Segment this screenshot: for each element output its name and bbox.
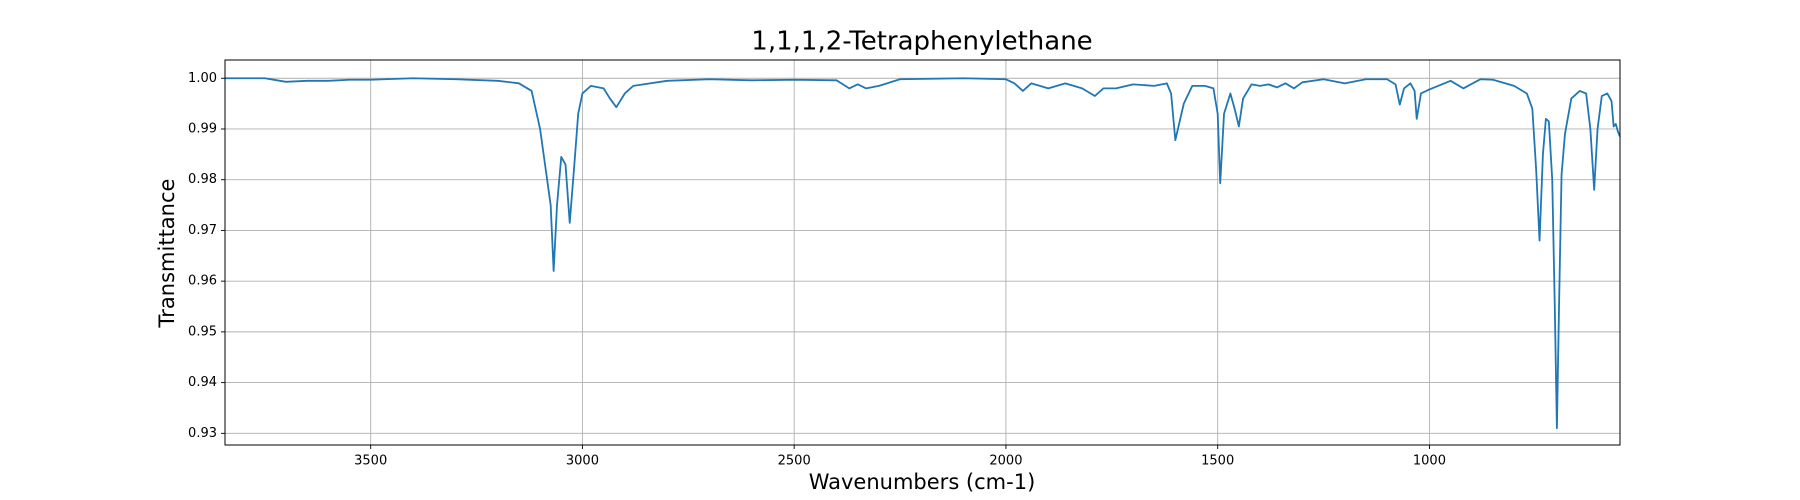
y-tick-label: 0.95 [188, 324, 217, 339]
x-tick-label: 2000 [989, 454, 1022, 469]
spectrum-line [225, 77, 1621, 430]
y-tick-label: 1.00 [188, 71, 217, 86]
plot-frame [224, 59, 1621, 446]
y-tick-label: 0.96 [188, 274, 217, 289]
y-axis-label: Transmittance [155, 179, 179, 329]
y-tick-label: 0.99 [188, 121, 217, 136]
y-tick-label: 0.93 [188, 426, 217, 441]
x-tick-label: 3500 [354, 454, 387, 469]
x-axis-label: Wavenumbers (cm-1) [809, 470, 1036, 494]
x-tick-label: 1500 [1201, 454, 1234, 469]
y-tick-label: 0.98 [188, 172, 217, 187]
chart-title: 1,1,1,2-Tetraphenylethane [751, 27, 1092, 57]
x-tick-label: 2500 [778, 454, 811, 469]
y-tick-label: 0.97 [188, 223, 217, 238]
x-tick-label: 1000 [1413, 454, 1446, 469]
x-tick-label: 3000 [566, 454, 599, 469]
y-tick-label: 0.94 [188, 375, 217, 390]
